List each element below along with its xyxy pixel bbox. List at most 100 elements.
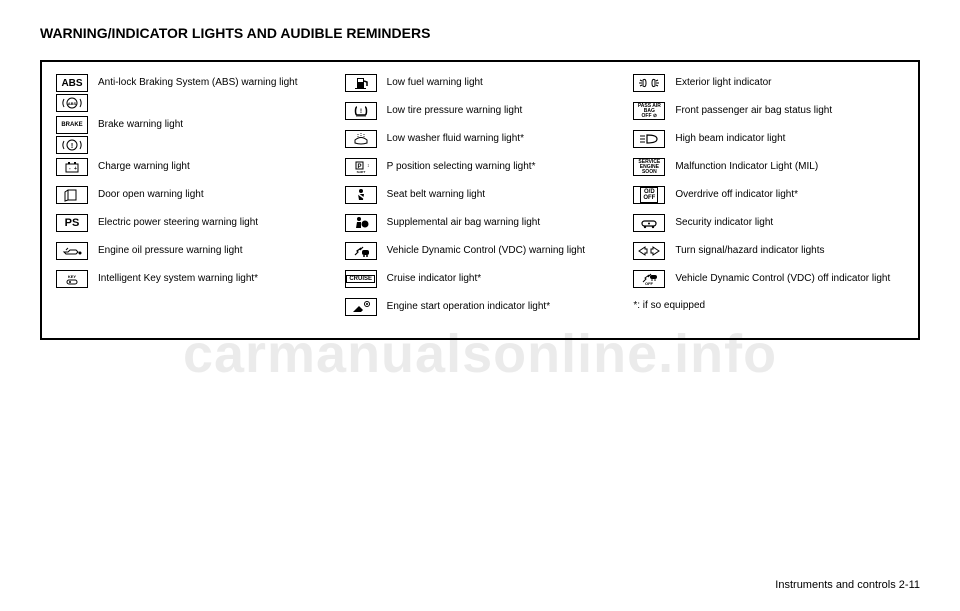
svg-text:ABS: ABS	[68, 101, 77, 106]
icon-stack	[633, 74, 675, 92]
mil-icon: SERVICE ENGINE SOON	[633, 158, 665, 176]
icon-stack	[345, 186, 387, 204]
indicator-label: Anti-lock Braking System (ABS) warning l…	[98, 74, 298, 89]
brake_circle-icon: !	[56, 136, 88, 154]
indicator-row: Supplemental air bag warning light	[345, 214, 616, 238]
icon-stack	[56, 186, 98, 204]
indicator-label: Charge warning light	[98, 158, 190, 173]
indicator-row: Door open warning light	[56, 186, 327, 210]
indicator-row: Seat belt warning light	[345, 186, 616, 210]
washer-icon	[345, 130, 377, 148]
key-icon: KEY	[56, 270, 88, 288]
icon-stack: BRAKE!	[56, 116, 98, 154]
indicator-label: Brake warning light	[98, 116, 183, 131]
column-1: ABS ABS Anti-lock Braking System (ABS) war…	[56, 74, 327, 326]
vdcoff-icon: OFF	[633, 270, 665, 288]
seatbelt-icon	[345, 186, 377, 204]
indicator-label: Engine start operation indicator light*	[387, 298, 550, 313]
icon-stack	[345, 130, 387, 148]
indicator-label: Supplemental air bag warning light	[387, 214, 540, 229]
tire-icon: !	[345, 102, 377, 120]
icon-stack: ABS ABS	[56, 74, 98, 112]
indicator-label: Low fuel warning light	[387, 74, 483, 89]
column-footnote: *: if so equipped	[633, 300, 904, 311]
indicator-row: ABS ABS Anti-lock Braking System (ABS) war…	[56, 74, 327, 112]
icon-stack	[345, 74, 387, 92]
icon-stack: -+	[56, 158, 98, 176]
indicator-label: Overdrive off indicator light*	[675, 186, 798, 201]
icon-stack	[345, 298, 387, 316]
icon-stack	[633, 242, 675, 260]
icon-stack	[633, 130, 675, 148]
icon-stack: SERVICE ENGINE SOON	[633, 158, 675, 176]
indicator-panel-frame: ABS ABS Anti-lock Braking System (ABS) war…	[40, 60, 920, 340]
indicator-row: O/D OFF Overdrive off indicator light*	[633, 186, 904, 210]
highbeam-icon	[633, 130, 665, 148]
indicator-row: P↕SHIFT P position selecting warning ligh…	[345, 158, 616, 182]
indicator-row: Vehicle Dynamic Control (VDC) warning li…	[345, 242, 616, 266]
indicator-row: SERVICE ENGINE SOON Malfunction Indicator…	[633, 158, 904, 182]
airbag-icon	[345, 214, 377, 232]
icon-stack: KEY	[56, 270, 98, 288]
indicator-label: Door open warning light	[98, 186, 204, 201]
pshift-icon: P↕SHIFT	[345, 158, 377, 176]
icon-stack: P↕SHIFT	[345, 158, 387, 176]
indicator-row: ! Low tire pressure warning light	[345, 102, 616, 126]
indicator-label: Security indicator light	[675, 214, 773, 229]
svg-text:!: !	[71, 143, 73, 150]
icon-stack: OFF	[633, 270, 675, 288]
indicator-label: High beam indicator light	[675, 130, 785, 145]
svg-text:-: -	[69, 166, 71, 172]
indicator-row: Engine start operation indicator light*	[345, 298, 616, 322]
column-3: Exterior light indicator PASS AIR BAG OFF…	[633, 74, 904, 326]
cruise-icon: CRUISE	[345, 270, 377, 288]
indicator-label: Vehicle Dynamic Control (VDC) off indica…	[675, 270, 890, 285]
indicator-label: P position selecting warning light*	[387, 158, 536, 173]
indicator-label: Engine oil pressure warning light	[98, 242, 243, 257]
battery-icon: -+	[56, 158, 88, 176]
indicator-label: Turn signal/hazard indicator lights	[675, 242, 824, 257]
passairbag-icon: PASS AIR BAG OFF ⊘	[633, 102, 665, 120]
indicator-row: CRUISE Cruise indicator light*	[345, 270, 616, 294]
indicator-label: Front passenger air bag status light	[675, 102, 832, 117]
indicator-label: Low tire pressure warning light	[387, 102, 523, 117]
indicator-label: Vehicle Dynamic Control (VDC) warning li…	[387, 242, 585, 257]
indicator-row: KEY Intelligent Key system warning light*	[56, 270, 327, 294]
indicator-row: BRAKE!Brake warning light	[56, 116, 327, 154]
icon-stack: O/D OFF	[633, 186, 675, 204]
svg-text:OFF: OFF	[645, 281, 654, 286]
icon-stack: CRUISE	[345, 270, 387, 288]
indicator-row: Security indicator light	[633, 214, 904, 238]
abs_text-icon: ABS	[56, 74, 88, 92]
svg-text:+: +	[74, 166, 77, 172]
indicator-row: OFF Vehicle Dynamic Control (VDC) off ind…	[633, 270, 904, 294]
indicator-row: Low washer fluid warning light*	[345, 130, 616, 154]
indicator-label: Intelligent Key system warning light*	[98, 270, 258, 285]
indicator-label: Seat belt warning light	[387, 186, 485, 201]
indicator-row: PASS AIR BAG OFF ⊘ Front passenger air ba…	[633, 102, 904, 126]
abs_circle-icon: ABS	[56, 94, 88, 112]
indicator-label: Low washer fluid warning light*	[387, 130, 524, 145]
odoff-icon: O/D OFF	[633, 186, 665, 204]
ps_text-icon: PS	[56, 214, 88, 232]
icon-stack	[56, 242, 98, 260]
svg-text:SHIFT: SHIFT	[356, 170, 365, 174]
svg-text:KEY: KEY	[68, 274, 77, 279]
indicator-label: Cruise indicator light*	[387, 270, 482, 285]
page-heading: WARNING/INDICATOR LIGHTS AND AUDIBLE REM…	[40, 24, 920, 42]
vdc-icon	[345, 242, 377, 260]
indicator-label: Electric power steering warning light	[98, 214, 258, 229]
icon-stack: !	[345, 102, 387, 120]
svg-text:!: !	[360, 109, 362, 115]
indicator-row: Engine oil pressure warning light	[56, 242, 327, 266]
icon-stack: PASS AIR BAG OFF ⊘	[633, 102, 675, 120]
indicator-row: Exterior light indicator	[633, 74, 904, 98]
oil-icon	[56, 242, 88, 260]
page-footer: Instruments and controls 2-11	[775, 579, 920, 591]
indicator-label: Malfunction Indicator Light (MIL)	[675, 158, 818, 173]
brake_word-icon: BRAKE	[56, 116, 88, 134]
indicator-row: Low fuel warning light	[345, 74, 616, 98]
icon-stack	[345, 214, 387, 232]
icon-stack	[633, 214, 675, 232]
indicator-row: High beam indicator light	[633, 130, 904, 154]
